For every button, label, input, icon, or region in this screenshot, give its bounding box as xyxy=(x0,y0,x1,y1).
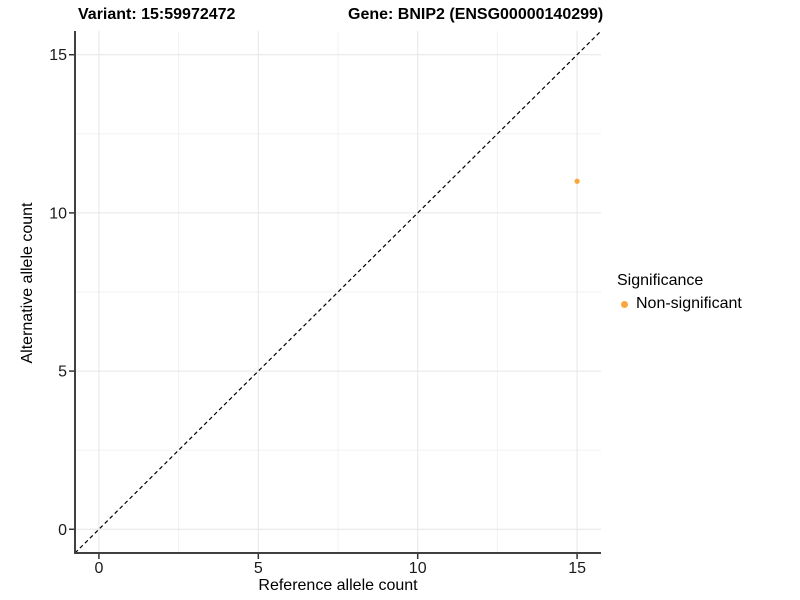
legend-item-label: Non-significant xyxy=(636,295,742,312)
legend-item: Non-significant xyxy=(617,295,742,313)
identity-dashed-line xyxy=(74,30,602,554)
y-tick-label: 0 xyxy=(58,522,67,539)
x-tick-label: 5 xyxy=(254,560,263,577)
data-point xyxy=(574,178,580,184)
variant-title: Variant: 15:59972472 xyxy=(78,6,236,23)
x-tick-label: 0 xyxy=(94,560,103,577)
y-tick-label: 10 xyxy=(49,205,67,222)
x-tick-label: 10 xyxy=(409,560,427,577)
y-tick-label: 15 xyxy=(49,47,67,64)
x-axis-title: Reference allele count xyxy=(258,577,418,594)
x-tick-label: 15 xyxy=(568,560,586,577)
y-axis-title: Alternative allele count xyxy=(19,202,36,364)
y-tick-label: 5 xyxy=(58,364,67,381)
legend-point-icon xyxy=(621,300,628,308)
legend-title: Significance xyxy=(617,272,704,289)
legend: Significance Non-significant xyxy=(617,271,742,313)
gene-title: Gene: BNIP2 (ENSG00000140299) xyxy=(348,6,604,23)
